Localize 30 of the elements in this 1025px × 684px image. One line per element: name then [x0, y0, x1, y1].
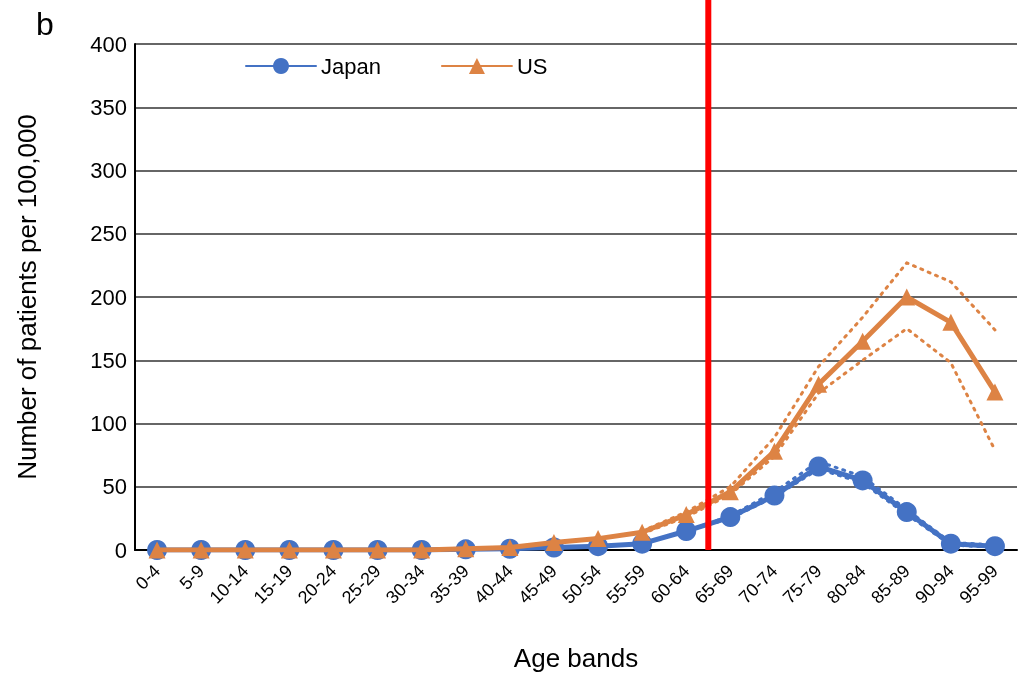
- point: [764, 485, 785, 506]
- x-tick-label: 5-9: [175, 560, 209, 594]
- y-tick-label: 100: [90, 411, 127, 436]
- point: [589, 530, 607, 548]
- point: [676, 521, 697, 542]
- point: [940, 533, 961, 554]
- point: [896, 502, 917, 523]
- y-tick-label: 400: [90, 31, 127, 57]
- y-tick-label: 300: [90, 158, 127, 183]
- y-tick-label: 200: [90, 284, 127, 310]
- y-tick-label: 250: [90, 221, 127, 247]
- point: [720, 507, 741, 528]
- x-tick-label: 0-4: [131, 560, 165, 594]
- text: b: [36, 6, 54, 42]
- x-axis-title: Age bands: [513, 643, 639, 673]
- y-tick-label: 0: [114, 537, 127, 563]
- point: [984, 536, 1005, 557]
- y-axis-title: Number of patients per 100,000: [12, 114, 42, 480]
- point: [852, 470, 873, 491]
- y-tick-label: 50: [102, 474, 127, 500]
- legend-label: Japan: [321, 53, 381, 79]
- point: [808, 456, 829, 477]
- point: [545, 533, 563, 551]
- y-tick-label: 150: [90, 347, 127, 373]
- point: [810, 375, 828, 393]
- point: [986, 383, 1004, 401]
- point: [633, 523, 651, 541]
- point: [942, 313, 960, 331]
- legend-label: US: [516, 53, 548, 79]
- y-tick-label: 350: [90, 94, 127, 120]
